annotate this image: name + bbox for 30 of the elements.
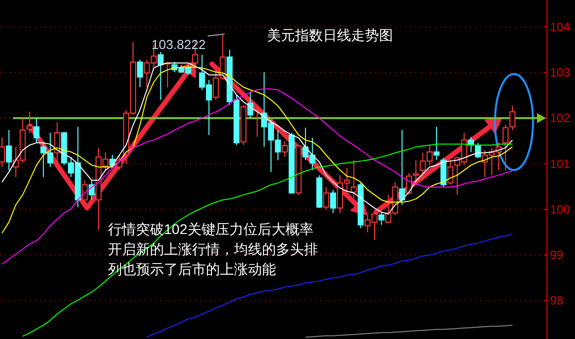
candlestick xyxy=(26,111,33,134)
text: 美元指数日线走势图 xyxy=(267,27,393,43)
candlestick xyxy=(502,124,509,171)
candlestick xyxy=(378,212,384,226)
candlestick xyxy=(509,105,516,131)
line-series xyxy=(305,324,513,338)
y-tick-label: 98 xyxy=(550,294,564,308)
candlestick xyxy=(88,180,95,200)
y-tick-label: 100 xyxy=(550,202,570,216)
candlestick xyxy=(247,92,254,119)
candlestick xyxy=(54,122,60,164)
candlestick xyxy=(434,126,440,161)
candlestick xyxy=(330,189,336,214)
y-tick-label: 102 xyxy=(550,111,570,126)
candlestick xyxy=(412,160,419,181)
y-tick-label: 101 xyxy=(550,156,570,171)
candlestick xyxy=(82,180,88,204)
y-tick-label: 104 xyxy=(550,20,570,34)
candlestick xyxy=(136,59,143,88)
candlestick xyxy=(6,130,12,171)
y-tick-label: 103 xyxy=(550,66,570,80)
candlestick xyxy=(33,118,40,144)
candlestick xyxy=(282,140,288,158)
candlestick xyxy=(447,160,454,186)
candlestick xyxy=(399,130,406,206)
y-tick-label: 99 xyxy=(550,248,564,262)
candlestick xyxy=(323,186,330,210)
candlestick xyxy=(0,137,5,168)
candlestick xyxy=(350,160,357,199)
candlestick xyxy=(158,52,164,100)
